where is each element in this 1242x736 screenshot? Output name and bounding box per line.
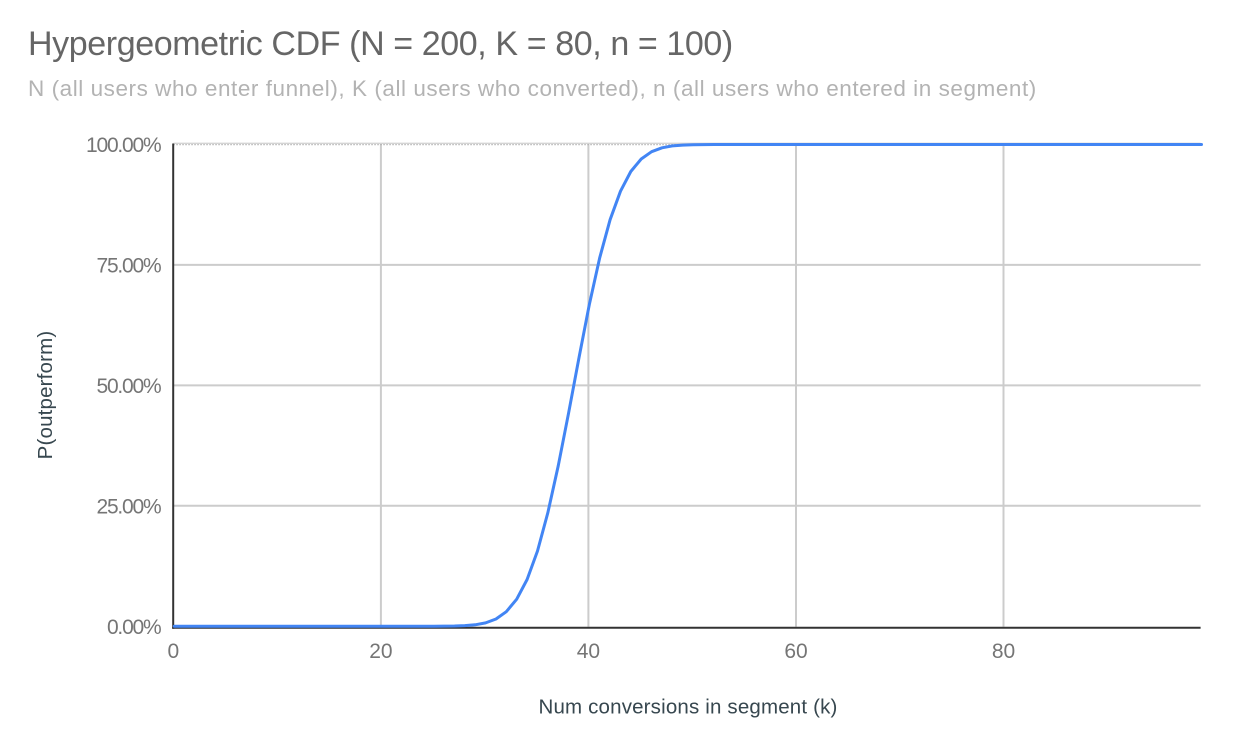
- svg-text:50.00%: 50.00%: [96, 375, 161, 398]
- svg-text:75.00%: 75.00%: [96, 255, 161, 278]
- svg-text:P(outperform): P(outperform): [34, 331, 57, 460]
- svg-text:100.00%: 100.00%: [86, 134, 161, 157]
- svg-text:40: 40: [577, 640, 600, 663]
- svg-text:Hypergeometric CDF (N = 200, K: Hypergeometric CDF (N = 200, K = 80, n =…: [28, 25, 733, 63]
- svg-text:N (all users who enter funnel): N (all users who enter funnel), K (all u…: [28, 76, 1037, 101]
- svg-text:Num conversions in segment (k): Num conversions in segment (k): [538, 696, 837, 719]
- svg-text:60: 60: [784, 640, 807, 663]
- svg-text:0.00%: 0.00%: [107, 616, 161, 639]
- svg-text:80: 80: [992, 640, 1015, 663]
- svg-text:20: 20: [369, 640, 392, 663]
- svg-text:25.00%: 25.00%: [96, 495, 161, 518]
- svg-text:0: 0: [168, 640, 180, 663]
